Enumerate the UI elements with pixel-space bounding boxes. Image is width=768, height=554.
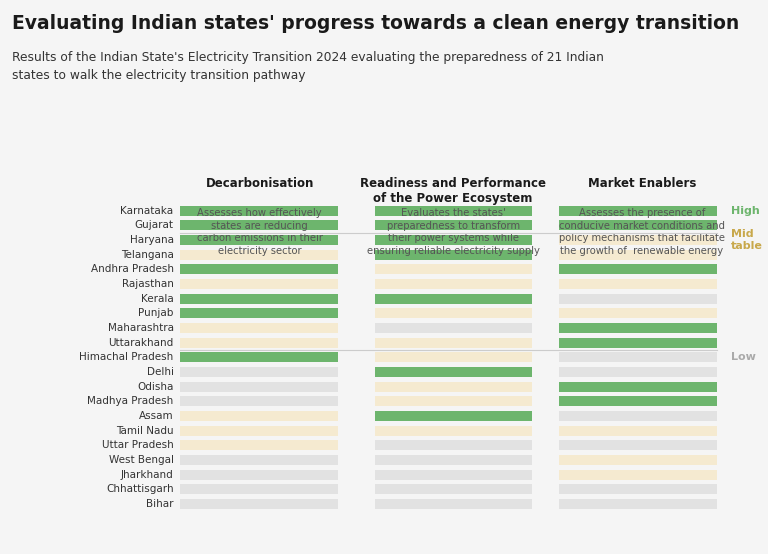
- FancyBboxPatch shape: [180, 382, 338, 392]
- FancyBboxPatch shape: [559, 264, 717, 274]
- Text: Karnataka: Karnataka: [121, 206, 174, 216]
- FancyBboxPatch shape: [375, 396, 532, 406]
- Text: Chhattisgarh: Chhattisgarh: [106, 484, 174, 495]
- Text: Himachal Pradesh: Himachal Pradesh: [79, 352, 174, 362]
- FancyBboxPatch shape: [375, 235, 532, 245]
- FancyBboxPatch shape: [180, 411, 338, 421]
- FancyBboxPatch shape: [559, 337, 717, 348]
- Text: Mid
table: Mid table: [731, 229, 763, 250]
- FancyBboxPatch shape: [375, 279, 532, 289]
- FancyBboxPatch shape: [559, 425, 717, 435]
- FancyBboxPatch shape: [180, 279, 338, 289]
- FancyBboxPatch shape: [180, 308, 338, 318]
- FancyBboxPatch shape: [180, 323, 338, 333]
- FancyBboxPatch shape: [375, 382, 532, 392]
- Text: Rajasthan: Rajasthan: [121, 279, 174, 289]
- FancyBboxPatch shape: [180, 352, 338, 362]
- FancyBboxPatch shape: [559, 308, 717, 318]
- FancyBboxPatch shape: [375, 323, 532, 333]
- Text: Tamil Nadu: Tamil Nadu: [116, 425, 174, 436]
- FancyBboxPatch shape: [375, 206, 532, 216]
- FancyBboxPatch shape: [180, 455, 338, 465]
- Text: Readiness and Performance
of the Power Ecosystem: Readiness and Performance of the Power E…: [360, 177, 546, 206]
- FancyBboxPatch shape: [180, 206, 338, 216]
- FancyBboxPatch shape: [375, 367, 532, 377]
- FancyBboxPatch shape: [559, 206, 717, 216]
- FancyBboxPatch shape: [559, 279, 717, 289]
- FancyBboxPatch shape: [180, 337, 338, 348]
- Text: Punjab: Punjab: [138, 308, 174, 319]
- Text: Evaluates the states'
preparedness to transform
their power systems while
ensuri: Evaluates the states' preparedness to tr…: [366, 208, 540, 256]
- FancyBboxPatch shape: [375, 308, 532, 318]
- Text: Uttarakhand: Uttarakhand: [108, 337, 174, 348]
- Text: West Bengal: West Bengal: [108, 455, 174, 465]
- Text: Assesses the presence of
conducive market conditions and
policy mechanisms that : Assesses the presence of conducive marke…: [559, 208, 725, 256]
- FancyBboxPatch shape: [180, 264, 338, 274]
- FancyBboxPatch shape: [559, 235, 717, 245]
- FancyBboxPatch shape: [180, 499, 338, 509]
- FancyBboxPatch shape: [180, 440, 338, 450]
- Text: Haryana: Haryana: [130, 235, 174, 245]
- FancyBboxPatch shape: [559, 396, 717, 406]
- FancyBboxPatch shape: [559, 455, 717, 465]
- FancyBboxPatch shape: [375, 470, 532, 480]
- FancyBboxPatch shape: [375, 425, 532, 435]
- FancyBboxPatch shape: [559, 249, 717, 259]
- FancyBboxPatch shape: [559, 484, 717, 494]
- FancyBboxPatch shape: [375, 294, 532, 304]
- FancyBboxPatch shape: [559, 352, 717, 362]
- FancyBboxPatch shape: [375, 455, 532, 465]
- Text: Kerala: Kerala: [141, 294, 174, 304]
- Text: Market Enablers: Market Enablers: [588, 177, 697, 190]
- FancyBboxPatch shape: [559, 367, 717, 377]
- FancyBboxPatch shape: [180, 484, 338, 494]
- FancyBboxPatch shape: [375, 249, 532, 259]
- FancyBboxPatch shape: [375, 484, 532, 494]
- Text: Results of the Indian State's Electricity Transition 2024 evaluating the prepare: Results of the Indian State's Electricit…: [12, 51, 604, 82]
- FancyBboxPatch shape: [180, 294, 338, 304]
- FancyBboxPatch shape: [375, 411, 532, 421]
- FancyBboxPatch shape: [180, 425, 338, 435]
- FancyBboxPatch shape: [559, 499, 717, 509]
- FancyBboxPatch shape: [375, 352, 532, 362]
- FancyBboxPatch shape: [180, 220, 338, 230]
- Text: Bihar: Bihar: [146, 499, 174, 509]
- Text: Assam: Assam: [139, 411, 174, 421]
- FancyBboxPatch shape: [559, 440, 717, 450]
- Text: Uttar Pradesh: Uttar Pradesh: [102, 440, 174, 450]
- FancyBboxPatch shape: [559, 382, 717, 392]
- FancyBboxPatch shape: [180, 367, 338, 377]
- FancyBboxPatch shape: [375, 264, 532, 274]
- Text: Delhi: Delhi: [147, 367, 174, 377]
- FancyBboxPatch shape: [375, 220, 532, 230]
- Text: Andhra Pradesh: Andhra Pradesh: [91, 264, 174, 274]
- Text: Maharashtra: Maharashtra: [108, 323, 174, 333]
- FancyBboxPatch shape: [180, 396, 338, 406]
- FancyBboxPatch shape: [375, 337, 532, 348]
- FancyBboxPatch shape: [559, 470, 717, 480]
- Text: Decarbonisation: Decarbonisation: [205, 177, 314, 190]
- FancyBboxPatch shape: [559, 323, 717, 333]
- FancyBboxPatch shape: [375, 440, 532, 450]
- FancyBboxPatch shape: [180, 470, 338, 480]
- FancyBboxPatch shape: [559, 411, 717, 421]
- Text: Low: Low: [731, 352, 756, 362]
- Text: Jharkhand: Jharkhand: [121, 470, 174, 480]
- Text: Madhya Pradesh: Madhya Pradesh: [88, 396, 174, 407]
- Text: Gujarat: Gujarat: [134, 220, 174, 230]
- Text: Telangana: Telangana: [121, 249, 174, 260]
- FancyBboxPatch shape: [375, 499, 532, 509]
- FancyBboxPatch shape: [559, 294, 717, 304]
- Text: Assesses how effectively
states are reducing
carbon emissions in their
electrici: Assesses how effectively states are redu…: [197, 208, 323, 256]
- Text: Odisha: Odisha: [137, 382, 174, 392]
- Text: High: High: [731, 206, 760, 216]
- FancyBboxPatch shape: [559, 220, 717, 230]
- FancyBboxPatch shape: [180, 235, 338, 245]
- FancyBboxPatch shape: [180, 249, 338, 259]
- Text: Evaluating Indian states' progress towards a clean energy transition: Evaluating Indian states' progress towar…: [12, 14, 740, 33]
